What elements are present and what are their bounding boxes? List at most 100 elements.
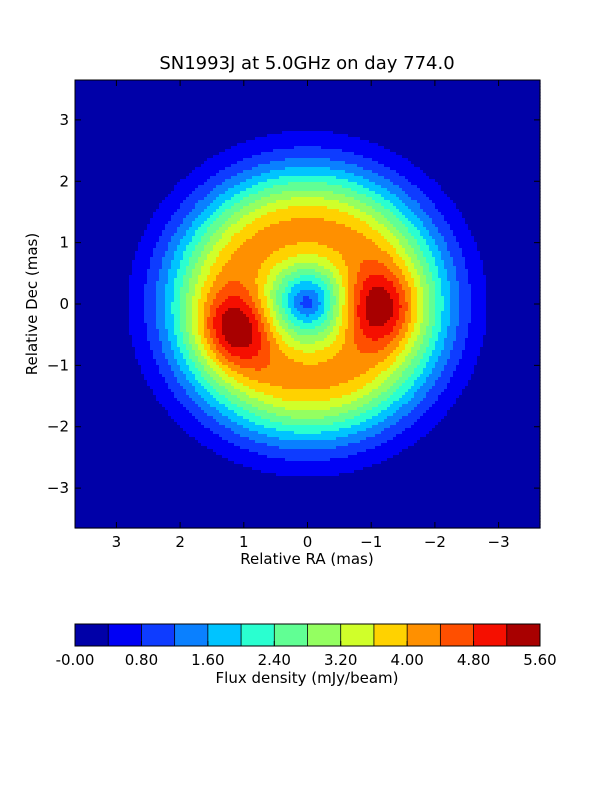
contour-cell: [261, 470, 355, 474]
contour-cell: [276, 428, 340, 432]
contour-cell: [171, 260, 181, 264]
contour-cell: [228, 398, 241, 402]
contour-cell: [471, 314, 487, 318]
x-tick-label: 0: [303, 533, 313, 551]
contour-cell: [180, 350, 190, 354]
contour-cell: [303, 362, 319, 366]
contour-cell: [75, 425, 181, 429]
contour-cell: [441, 287, 451, 291]
contour-cell: [432, 254, 442, 258]
contour-cell: [441, 278, 448, 282]
contour-cell: [429, 284, 436, 288]
contour-cell: [414, 371, 424, 375]
contour-cell: [486, 278, 541, 282]
contour-cell: [438, 395, 460, 399]
contour-cell: [75, 509, 541, 513]
contour-cell: [207, 320, 214, 324]
contour-cell: [168, 413, 193, 417]
contour-cell: [345, 194, 367, 198]
contour-cell: [486, 302, 541, 306]
contour-cell: [300, 290, 316, 294]
contour-cell: [420, 362, 427, 366]
contour-cell: [198, 368, 205, 372]
contour-cell: [417, 311, 424, 315]
contour-cell: [432, 371, 442, 375]
contour-cell: [378, 404, 391, 408]
contour-cell: [258, 329, 265, 333]
contour-cell: [180, 287, 190, 291]
contour-cell: [465, 386, 541, 390]
contour-cell: [348, 293, 355, 297]
contour-cell: [288, 284, 295, 288]
contour-cell: [342, 320, 349, 324]
contour-cell: [426, 329, 433, 333]
contour-cell: [348, 290, 355, 294]
contour-cell: [375, 200, 391, 204]
contour-cell: [234, 386, 250, 390]
contour-cell: [435, 281, 442, 285]
contour-cell: [165, 377, 178, 381]
contour-cell: [282, 260, 331, 264]
colorbar-cell: [407, 624, 441, 646]
contour-cell: [75, 116, 541, 120]
contour-cell: [420, 401, 436, 405]
contour-cell: [240, 398, 259, 402]
contour-cell: [264, 326, 271, 330]
contour-cell: [282, 386, 331, 390]
contour-cell: [183, 236, 193, 240]
contour-cell: [258, 431, 295, 435]
contour-cell: [420, 359, 430, 363]
contour-cell: [150, 260, 163, 264]
contour-cell: [396, 194, 409, 198]
contour-cell: [294, 278, 322, 282]
contour-cell: [246, 224, 271, 228]
contour-cell: [171, 341, 178, 345]
contour-cell: [159, 368, 172, 372]
contour-cell: [456, 401, 541, 405]
contour-cell: [414, 392, 427, 396]
contour-cell: [222, 212, 235, 216]
contour-cell: [369, 293, 391, 297]
contour-cell: [177, 209, 193, 213]
contour-cell: [429, 359, 439, 363]
contour-cell: [288, 293, 298, 297]
contour-cell: [210, 332, 217, 336]
contour-cell: [423, 317, 430, 321]
contour-cell: [345, 302, 349, 306]
contour-cell: [198, 302, 205, 306]
contour-cell: [249, 305, 256, 309]
contour-cell: [432, 368, 445, 372]
contour-cell: [327, 314, 334, 318]
contour-cell: [423, 224, 436, 228]
contour-cell: [435, 344, 445, 348]
contour-cell: [195, 218, 208, 222]
contour-cell: [243, 158, 286, 162]
contour-cell: [219, 194, 235, 198]
contour-cell: [204, 233, 214, 237]
contour-cell: [258, 323, 265, 327]
contour-cell: [426, 275, 433, 279]
contour-cell: [354, 302, 361, 306]
contour-cell: [354, 299, 361, 303]
contour-cell: [435, 401, 457, 405]
contour-cell: [408, 401, 421, 405]
contour-cell: [423, 299, 430, 303]
contour-cell: [189, 194, 208, 198]
contour-cell: [195, 365, 205, 369]
contour-cell: [75, 383, 148, 387]
contour-cell: [420, 233, 430, 237]
contour-cell: [408, 206, 421, 210]
contour-cell: [234, 203, 250, 207]
contour-cell: [180, 401, 196, 405]
contour-cell: [477, 248, 541, 252]
contour-cell: [435, 293, 442, 297]
y-tick-label: 1: [59, 234, 69, 252]
contour-cell: [201, 371, 208, 375]
contour-cell: [423, 368, 433, 372]
contour-cell: [333, 263, 346, 267]
contour-cell: [75, 221, 151, 225]
contour-cell: [75, 332, 130, 336]
contour-cell: [396, 152, 541, 156]
contour-cell: [429, 215, 445, 219]
contour-cell: [339, 296, 346, 300]
